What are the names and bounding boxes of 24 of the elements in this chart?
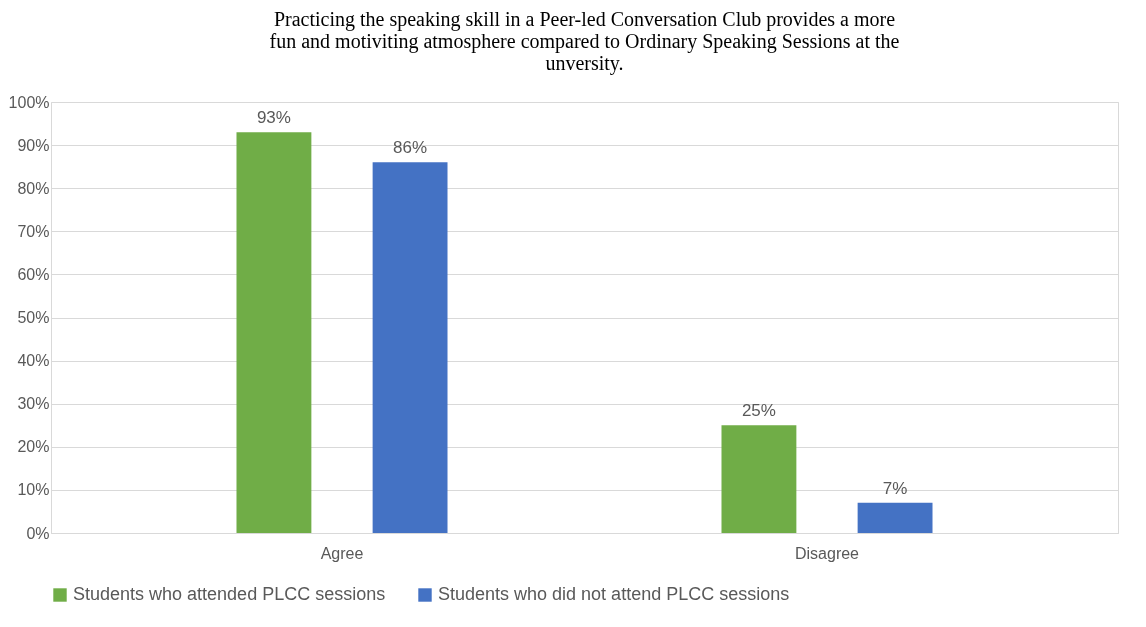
y-tick-label: 50% [17,309,50,326]
y-tick-label: 40% [17,352,50,370]
y-tick-label: 60% [17,265,50,283]
data-label: 86% [393,138,428,158]
bar [372,162,448,533]
x-tick-label: Agree [320,544,364,562]
bar [236,132,312,533]
bar [857,502,933,533]
data-label: 25% [741,401,776,421]
bar [721,425,797,533]
y-tick-label: 30% [17,395,50,413]
x-tick-label: Disagree [794,544,860,562]
y-tick-label: 90% [17,136,50,154]
y-tick-label: 0% [26,524,50,542]
chart-title: Practicing the speaking skill in a Peer-led Conversation Club provides a more fun and motiviting atmosphere compared to Ordinary Speaking Sessions at the unversity. [269,8,900,75]
y-tick-label: 70% [17,222,50,240]
data-label: 7% [882,478,908,498]
legend-label: Students who did not attend PLCC sessions [438,584,790,604]
y-tick-label: 20% [17,438,50,456]
y-tick-label: 80% [17,179,50,197]
y-tick-label: 10% [17,481,50,499]
data-label: 93% [256,108,291,128]
legend-label: Students who attended PLCC sessions [73,584,386,604]
y-tick-label: 100% [8,93,50,111]
